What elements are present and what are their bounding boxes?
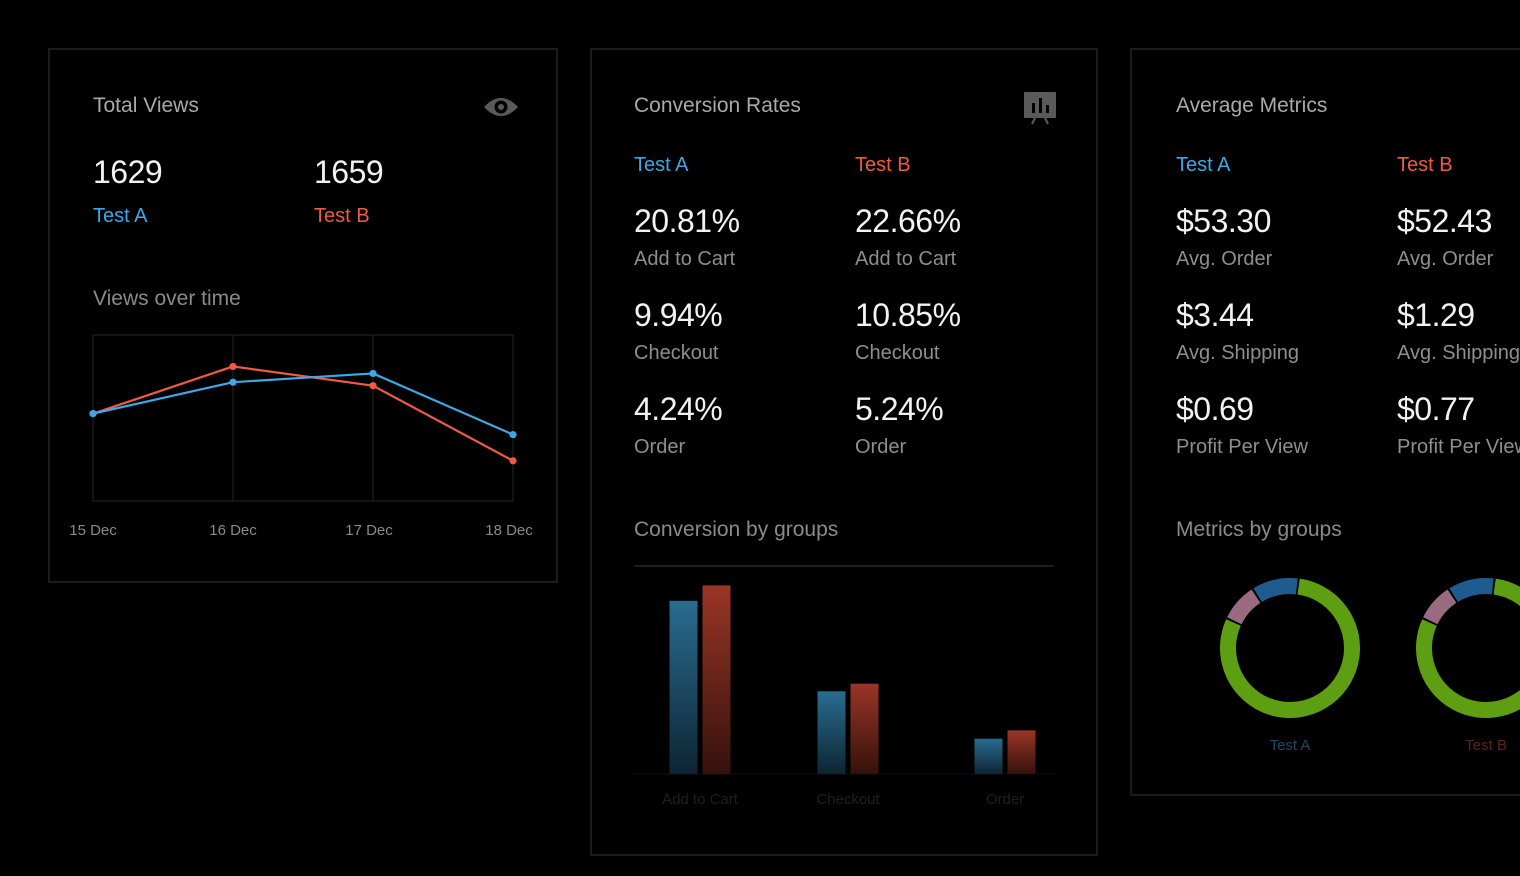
data-point (369, 369, 377, 378)
bar-test-a (974, 738, 1003, 774)
total-views-test-b-value: 1659 (314, 154, 384, 190)
donut-slice-profit (1416, 578, 1520, 718)
metrics-test-b-header: Test B (1397, 154, 1453, 176)
conversion-by-groups-title: Conversion by groups (634, 518, 839, 541)
metrics-by-groups-title: Metrics by groups (1176, 518, 1342, 541)
bar-test-a (669, 600, 698, 774)
conversion-a-add-to-cart-value: 20.81% (634, 203, 740, 239)
conversion-b-order-value: 5.24% (855, 391, 944, 427)
data-point (369, 382, 377, 390)
conversion-a-checkout-value: 9.94% (634, 297, 723, 333)
conversion-a-checkout-label: Checkout (634, 342, 719, 364)
conversion-bar-chart: Add to Cart Checkout Order (634, 565, 1054, 808)
data-point (509, 457, 517, 465)
metrics-a-avg-shipping-value: $3.44 (1176, 297, 1254, 333)
metrics-b-avg-order-label: Avg. Order (1397, 248, 1494, 270)
metrics-donut-chart: Test A Test B (1220, 578, 1520, 754)
metrics-a-profit-per-view-label: Profit Per View (1176, 436, 1308, 458)
bar-test-a (817, 691, 846, 774)
conversion-a-order-value: 4.24% (634, 391, 723, 427)
eye-icon[interactable] (482, 91, 520, 123)
bar-test-b (850, 683, 879, 774)
bar-category-label: Add to Cart (662, 791, 739, 808)
data-point (509, 431, 517, 439)
series-line-test-a (92, 372, 514, 436)
conversion-a-add-to-cart-label: Add to Cart (634, 248, 736, 270)
x-tick-label: 18 Dec (485, 522, 533, 539)
conversion-b-order-label: Order (855, 436, 907, 458)
conversion-test-b-header: Test B (855, 154, 911, 176)
conversion-a-order-label: Order (634, 436, 686, 458)
x-tick-label: 15 Dec (69, 522, 117, 539)
data-point (229, 362, 237, 371)
conversion-rates-title: Conversion Rates (634, 94, 801, 117)
views-over-time-title: Views over time (93, 287, 241, 310)
total-views-test-a-value: 1629 (93, 154, 163, 190)
bar-test-b (1007, 730, 1036, 774)
data-point (89, 410, 97, 418)
donut-slice-profit (1220, 578, 1360, 718)
donut-group-label: Test B (1465, 737, 1507, 754)
metrics-a-profit-per-view-value: $0.69 (1176, 391, 1254, 427)
conversion-b-add-to-cart-value: 22.66% (855, 203, 961, 239)
average-metrics-title: Average Metrics (1176, 94, 1328, 117)
conversion-b-checkout-value: 10.85% (855, 297, 961, 333)
conversion-test-a-header: Test A (634, 154, 689, 176)
average-metrics-card: Average Metrics Test A Test B $53.30 Avg… (1130, 48, 1520, 796)
conversion-rates-card: Conversion Rates Test A Test B 20.81% Ad… (590, 48, 1098, 856)
metrics-b-avg-shipping-label: Avg. Shipping (1397, 342, 1520, 364)
bar-category-label: Order (986, 791, 1024, 808)
metrics-b-avg-shipping-value: $1.29 (1397, 297, 1475, 333)
total-views-test-b-label: Test B (314, 205, 370, 227)
conversion-b-add-to-cart-label: Add to Cart (855, 248, 957, 270)
metrics-a-avg-order-label: Avg. Order (1176, 248, 1273, 270)
metrics-b-profit-per-view-label: Profit Per View (1397, 436, 1520, 458)
metrics-b-avg-order-value: $52.43 (1397, 203, 1492, 239)
data-point (229, 378, 237, 386)
total-views-card: Total Views 1629 Test A 1659 Test B View… (48, 48, 558, 583)
donut-group-label: Test A (1270, 737, 1311, 754)
x-tick-label: 17 Dec (345, 522, 393, 539)
line-chart-frame (92, 334, 514, 502)
series-line-test-b (92, 365, 514, 462)
total-views-test-a-label: Test A (93, 205, 148, 227)
bar-test-b (702, 585, 731, 774)
total-views-title: Total Views (93, 94, 199, 117)
presentation-chart-icon[interactable] (1022, 90, 1058, 126)
bar-category-label: Checkout (816, 791, 880, 808)
metrics-a-avg-order-value: $53.30 (1176, 203, 1271, 239)
views-line-chart: 15 Dec 16 Dec 17 Dec 18 Dec (69, 334, 533, 539)
conversion-b-checkout-label: Checkout (855, 342, 940, 364)
metrics-a-avg-shipping-label: Avg. Shipping (1176, 342, 1300, 364)
x-tick-label: 16 Dec (209, 522, 257, 539)
metrics-test-a-header: Test A (1176, 154, 1231, 176)
metrics-b-profit-per-view-value: $0.77 (1397, 391, 1475, 427)
